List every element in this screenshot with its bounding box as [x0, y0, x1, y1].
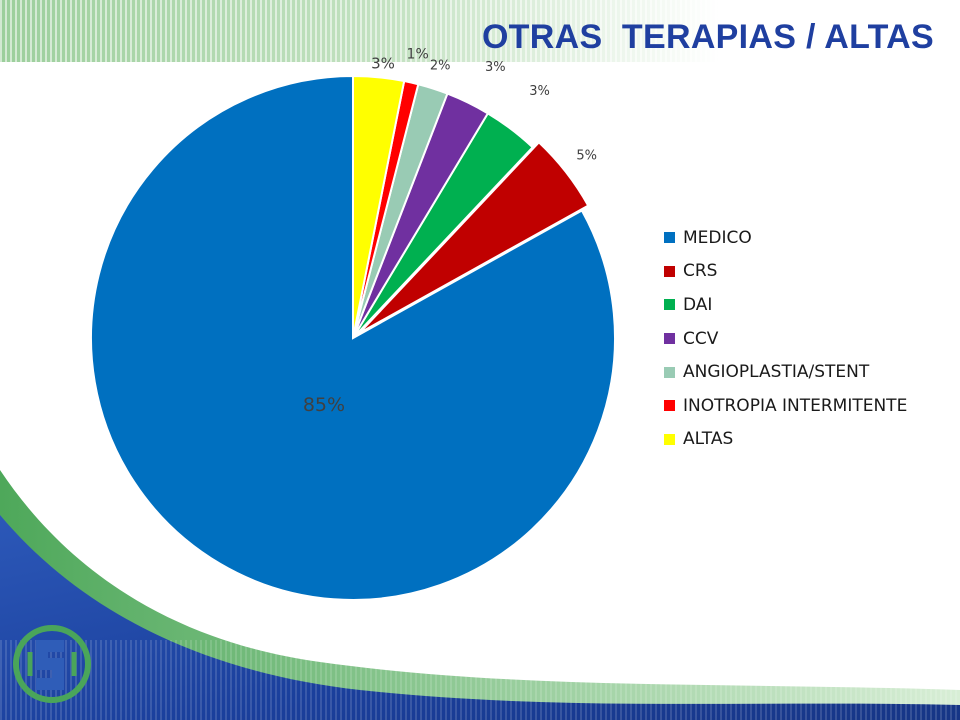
pie-slice-altas: [352, 74, 406, 339]
legend-swatch: [664, 433, 675, 445]
company-logo: [13, 625, 91, 703]
legend-swatch: [664, 333, 675, 345]
pie-slice-crs: [358, 140, 590, 334]
slide-title: OTRAS TERAPIAS / ALTAS: [481, 18, 934, 56]
data-label-crs: 5%: [576, 148, 597, 163]
bottom-decoration-wave: [0, 470, 960, 720]
data-label-inotropia-intermitente: 1%: [407, 46, 429, 62]
pie-data-labels: 85% 5% 3% 3% 2%1% 3%: [303, 46, 597, 416]
top-decoration-stripe: [0, 0, 720, 62]
data-label-medico: 85%: [303, 394, 345, 416]
legend-label: INOTROPIA INTERMITENTE: [683, 395, 908, 416]
legend-item-angioplastia-stent: ANGIOPLASTIA/STENT: [664, 355, 907, 389]
legend-swatch: [664, 400, 675, 412]
legend-label: DAI: [683, 294, 713, 315]
legend-swatch: [664, 232, 675, 244]
legend-swatch: [664, 366, 675, 378]
legend-item-inotropia-intermitente: INOTROPIA INTERMITENTE: [664, 389, 907, 423]
legend-label: CRS: [683, 261, 718, 282]
legend-label: ANGIOPLASTIA/STENT: [683, 362, 870, 383]
data-label-dai: 3%: [529, 84, 550, 99]
legend-label: ALTAS: [683, 429, 734, 450]
data-label-altas: 3%: [371, 55, 395, 73]
chart-legend: MEDICO CRS DAI CCV ANGIOPLASTIA/STENT INOTROP…: [664, 221, 907, 456]
legend-item-altas: ALTAS: [664, 423, 907, 457]
legend-item-dai: DAI: [664, 288, 907, 322]
pie-slices: [90, 74, 616, 601]
legend-item-crs: CRS: [664, 255, 907, 289]
data-label-angioplastia-stent: 2%: [430, 59, 451, 74]
legend-item-medico: MEDICO: [664, 221, 907, 255]
legend-item-ccv: CCV: [664, 322, 907, 356]
legend-swatch: [664, 299, 675, 311]
legend-swatch: [664, 265, 675, 277]
pie-slice-medico: [90, 74, 616, 601]
legend-label: CCV: [683, 328, 719, 349]
data-label-ccv: 3%: [485, 60, 506, 75]
legend-label: MEDICO: [683, 227, 752, 248]
